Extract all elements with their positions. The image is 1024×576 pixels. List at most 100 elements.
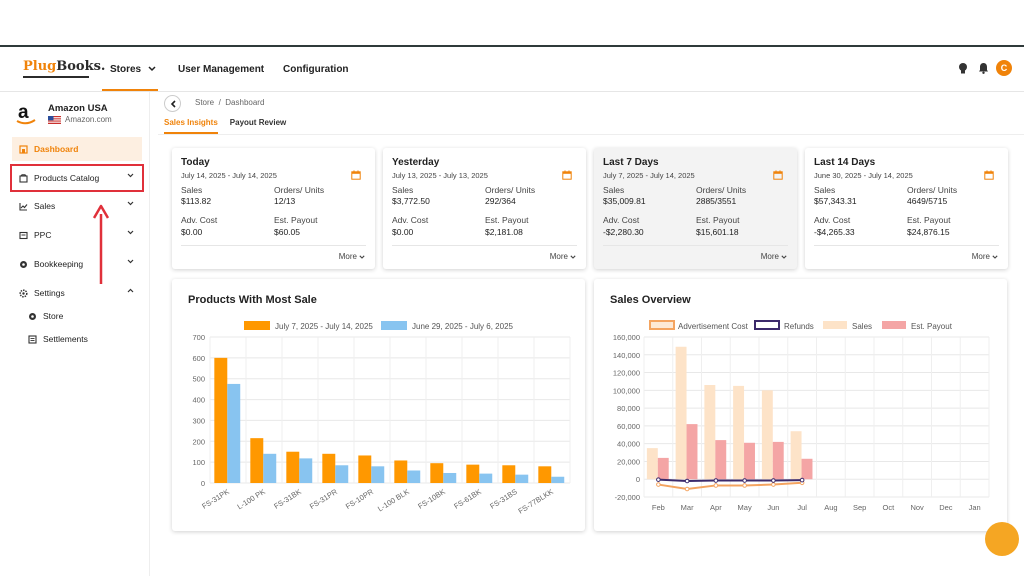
- refunds-point: [799, 477, 805, 483]
- tab-sales-insights[interactable]: Sales Insights: [164, 118, 218, 134]
- card-orders-label: Orders/ Units: [485, 185, 536, 195]
- card-more-button[interactable]: More: [761, 252, 787, 261]
- card-orders-value: 292/364: [485, 196, 516, 206]
- sidebar-label-products-catalog: Products Catalog: [34, 173, 100, 183]
- card-sales-label: Sales: [181, 185, 203, 195]
- x-tick-label: Nov: [910, 503, 924, 512]
- help-fab-button[interactable]: [985, 522, 1019, 556]
- card-payout-label: Est. Payout: [274, 215, 318, 225]
- bar-current: [538, 466, 552, 483]
- card-adv-value: $0.00: [392, 227, 414, 237]
- card-payout-value: $60.05: [274, 227, 300, 237]
- sidebar-label-sales: Sales: [34, 201, 56, 211]
- nav-user-management[interactable]: User Management: [178, 64, 265, 75]
- tab-payout-review[interactable]: Payout Review: [229, 118, 287, 127]
- sidebar: a Amazon USA Amazon.com Dashboard Produc…: [0, 92, 150, 576]
- y-tick-label: 20,000: [617, 457, 640, 466]
- legend-swatch-current: [244, 321, 270, 330]
- bar-current: [358, 455, 372, 483]
- calendar-icon[interactable]: [984, 170, 994, 180]
- sidebar-item-dashboard[interactable]: Dashboard: [12, 137, 142, 161]
- nav-configuration[interactable]: Configuration: [283, 64, 349, 75]
- x-tick-label: FS-61BK: [452, 487, 483, 511]
- bar-previous: [479, 473, 493, 483]
- legend-swatch-sales: [823, 321, 847, 329]
- chevron-down-icon: [127, 230, 134, 235]
- card-more-label: More: [549, 252, 568, 261]
- x-tick-label: Aug: [824, 503, 837, 512]
- bar-sales: [733, 385, 745, 480]
- card-orders-value: 12/13: [274, 196, 296, 206]
- x-tick-label: FS-31PK: [200, 487, 231, 511]
- plugbooks-logo[interactable]: PlugBooks.: [23, 59, 105, 78]
- card-more-label: More: [971, 252, 990, 261]
- annotation-arrow-up-icon: [93, 204, 109, 284]
- top-border: [0, 45, 1024, 47]
- card-sales-value: $35,009.81: [603, 196, 646, 206]
- sidebar-label-ppc: PPC: [34, 230, 52, 240]
- legend-swatch-payout: [882, 321, 906, 329]
- ppc-icon: [19, 231, 28, 239]
- settlements-icon: [28, 334, 37, 344]
- y-tick-label: 500: [192, 375, 205, 384]
- sidebar-item-bookkeeping[interactable]: Bookkeeping: [12, 252, 142, 276]
- store-selector[interactable]: a Amazon USA Amazon.com: [14, 101, 144, 131]
- card-divider: [814, 245, 999, 246]
- y-tick-label: 80,000: [617, 404, 640, 413]
- bar-sales: [790, 431, 802, 480]
- legend-swatch-refunds: [754, 320, 780, 330]
- store-name: Amazon USA: [48, 103, 108, 114]
- bar-current: [250, 438, 264, 483]
- chevron-down-icon: [992, 254, 998, 259]
- x-tick-label: Dec: [939, 503, 953, 512]
- chevron-up-icon: [127, 288, 134, 293]
- breadcrumb-store[interactable]: Store: [195, 98, 215, 107]
- y-tick-label: 200: [192, 437, 205, 446]
- card-adv-label: Adv. Cost: [814, 215, 851, 225]
- sidebar-subitem-store[interactable]: Store: [28, 311, 63, 321]
- card-date-range: July 7, 2025 - July 14, 2025: [603, 171, 695, 180]
- summary-card: Last 14 Days June 30, 2025 - July 14, 20…: [805, 148, 1008, 269]
- calendar-icon[interactable]: [773, 170, 783, 180]
- adv-cost-point: [713, 483, 719, 488]
- sidebar-subitem-settlements[interactable]: Settlements: [28, 334, 88, 344]
- bar-previous: [515, 474, 529, 483]
- y-tick-label: 60,000: [617, 422, 640, 431]
- amazon-logo-icon: a: [16, 102, 36, 125]
- card-date-range: July 13, 2025 - July 13, 2025: [392, 171, 488, 180]
- nav-stores[interactable]: Stores: [110, 64, 156, 75]
- calendar-icon[interactable]: [562, 170, 572, 180]
- bell-icon[interactable]: [976, 61, 990, 75]
- bar-current: [286, 451, 300, 483]
- card-more-button[interactable]: More: [550, 252, 576, 261]
- bar-est-payout: [801, 458, 813, 480]
- products-chart-title: Products With Most Sale: [188, 294, 317, 306]
- refunds-point: [771, 478, 776, 483]
- card-payout-label: Est. Payout: [696, 215, 740, 225]
- back-button[interactable]: [164, 95, 181, 112]
- x-tick-label: FS-31BS: [488, 487, 519, 511]
- lightbulb-icon[interactable]: [956, 61, 970, 75]
- legend-label-previous: June 29, 2025 - July 6, 2025: [412, 322, 514, 331]
- x-tick-label: May: [738, 503, 752, 512]
- sidebar-item-sales[interactable]: Sales: [12, 194, 142, 218]
- card-orders-label: Orders/ Units: [907, 185, 958, 195]
- y-tick-label: 0: [636, 475, 640, 484]
- user-avatar[interactable]: C: [996, 60, 1012, 76]
- bar-current: [394, 460, 408, 483]
- card-divider: [603, 245, 788, 246]
- sidebar-item-ppc[interactable]: PPC: [12, 223, 142, 247]
- chevron-down-icon: [127, 173, 134, 178]
- card-more-label: More: [760, 252, 779, 261]
- sidebar-item-settings[interactable]: Settings: [12, 281, 142, 305]
- calendar-icon[interactable]: [351, 170, 361, 180]
- store-domain: Amazon.com: [48, 115, 112, 124]
- sidebar-item-products-catalog[interactable]: Products Catalog: [10, 164, 144, 192]
- refunds-point: [713, 478, 719, 483]
- sidebar-label-settings: Settings: [34, 288, 65, 298]
- card-more-button[interactable]: More: [972, 252, 998, 261]
- card-more-button[interactable]: More: [339, 252, 365, 261]
- card-date-range: July 14, 2025 - July 14, 2025: [181, 171, 277, 180]
- x-tick-label: L-100 PK: [236, 487, 267, 511]
- x-tick-label: FS-31PR: [308, 487, 339, 511]
